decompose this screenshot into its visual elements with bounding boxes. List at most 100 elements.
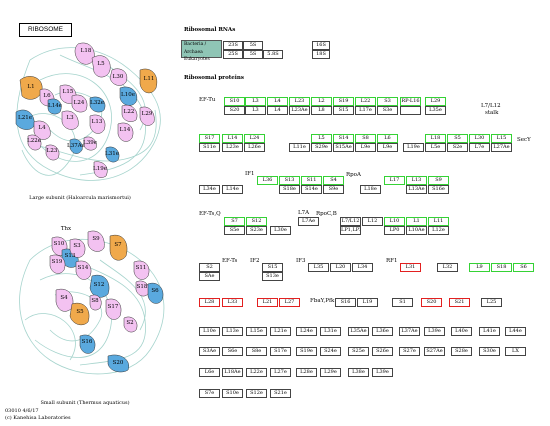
protein-box-s16e[interactable]: S16e [428, 185, 449, 194]
protein-box-l29e[interactable]: L29e [320, 368, 341, 377]
protein-box-s12e[interactable]: S12e [246, 389, 267, 398]
protein-box-l27[interactable]: L27 [279, 298, 300, 307]
protein-box-l5e[interactable]: L5e [425, 143, 446, 152]
protein-box-l31[interactable]: L31 [400, 263, 421, 272]
protein-box-lp1-lp2[interactable]: LP1,LP2 [340, 226, 361, 235]
protein-box-l30e[interactable]: L30e [270, 226, 291, 235]
protein-box-l15e[interactable]: L15e [246, 327, 267, 336]
protein-box-s21e[interactable]: S21e [270, 389, 291, 398]
protein-box-l25[interactable]: L25 [481, 298, 502, 307]
protein-box-l10[interactable]: L10 [384, 217, 405, 226]
protein-box-l14[interactable]: L14 [222, 134, 243, 143]
protein-box-l10ae[interactable]: L10Ae [406, 226, 427, 235]
protein-box-s2[interactable]: S2 [199, 263, 220, 272]
protein-box-s21[interactable]: S21 [449, 298, 470, 307]
protein-box-l18[interactable]: L18 [425, 134, 446, 143]
protein-box-l8[interactable]: L8 [311, 106, 332, 115]
protein-box-l26e[interactable]: L26e [244, 143, 265, 152]
protein-box-s6e[interactable]: S6e [222, 347, 243, 356]
protein-box-l13[interactable]: L13 [406, 176, 427, 185]
protein-box-l5[interactable]: L5 [311, 134, 332, 143]
protein-box-s8e[interactable]: S8e [246, 347, 267, 356]
protein-box-l10e[interactable]: L10e [199, 327, 220, 336]
protein-box-l18e[interactable]: L18e [360, 185, 381, 194]
protein-box-s23e[interactable]: S23e [246, 226, 267, 235]
protein-box-l19e[interactable]: L19e [403, 143, 424, 152]
protein-box-s3ae[interactable]: S3Ae [199, 347, 220, 356]
protein-box-s3e[interactable]: S3e [377, 106, 398, 115]
protein-box-s14e[interactable]: S14e [301, 185, 322, 194]
protein-box-s14[interactable]: S14 [333, 134, 354, 143]
protein-box-l20[interactable]: L20 [330, 263, 351, 272]
protein-box-s18e[interactable]: S18e [279, 185, 300, 194]
protein-box-l1[interactable]: L1 [406, 217, 427, 226]
protein-box-s27ae[interactable]: S27Ae [424, 347, 445, 356]
rna-5-8s[interactable]: 5.8S [263, 50, 283, 59]
protein-box-l36[interactable]: L36 [257, 176, 278, 185]
protein-box-l9[interactable]: L9 [469, 263, 490, 272]
protein-box-s30e[interactable]: S30e [479, 347, 500, 356]
protein-box-s15[interactable]: S15 [333, 106, 354, 115]
protein-box-s18[interactable]: S18 [491, 263, 512, 272]
protein-box-s28e[interactable]: S28e [451, 347, 472, 356]
protein-box-s29e[interactable]: S29e [311, 143, 332, 152]
protein-box-l22[interactable]: L22 [355, 97, 376, 106]
protein-box-s19e[interactable]: S19e [296, 347, 317, 356]
protein-box-s27e[interactable]: S27e [399, 347, 420, 356]
protein-box-l12e[interactable]: L12e [428, 226, 449, 235]
protein-box-s24e[interactable]: S24e [320, 347, 341, 356]
protein-box-s13[interactable]: S13 [279, 176, 300, 185]
protein-box-l34[interactable]: L34 [352, 263, 373, 272]
protein-box-l35e[interactable]: L35e [425, 106, 446, 115]
protein-box-l35[interactable]: L35 [308, 263, 329, 272]
protein-box-s8[interactable]: S8 [355, 134, 376, 143]
protein-box-s15ae[interactable]: S15Ae [333, 143, 354, 152]
protein-box-s20[interactable]: S20 [421, 298, 442, 307]
protein-box-s12[interactable]: S12 [246, 217, 267, 226]
protein-box-s2e[interactable]: S2e [447, 143, 468, 152]
protein-box-s7e[interactable]: S7e [199, 389, 220, 398]
protein-box-l9e[interactable]: L9e [377, 143, 398, 152]
protein-box-s11e[interactable]: S11e [199, 143, 220, 152]
rna-5s-bacterial[interactable]: 5S [243, 41, 263, 50]
protein-box-l23ae[interactable]: L23Ae [289, 106, 310, 115]
protein-box-s11[interactable]: S11 [301, 176, 322, 185]
protein-box-l37ae[interactable]: L37Ae [399, 327, 420, 336]
protein-box-l15[interactable]: L15 [491, 134, 512, 143]
protein-box-l31e[interactable]: L31e [320, 327, 341, 336]
protein-box-l11[interactable]: L11 [428, 217, 449, 226]
protein-box-l2[interactable]: L2 [311, 97, 332, 106]
protein-box-l29[interactable]: L29 [425, 97, 446, 106]
protein-box-l41e[interactable]: L41e [479, 327, 500, 336]
protein-box-l13e[interactable]: L13e [222, 327, 243, 336]
protein-box-l36e[interactable]: L36e [372, 327, 393, 336]
protein-box-s5[interactable]: S5 [447, 134, 468, 143]
protein-box-s19[interactable]: S19 [333, 97, 354, 106]
protein-box-l27e[interactable]: L27e [270, 368, 291, 377]
protein-box-s9[interactable]: S9 [428, 176, 449, 185]
protein-box-s16[interactable]: S16 [335, 298, 356, 307]
protein-box-l39e[interactable]: L39e [424, 327, 445, 336]
protein-box-s7[interactable]: S7 [224, 217, 245, 226]
protein-box-l44e[interactable]: L44e [505, 327, 526, 336]
protein-box-s17e[interactable]: S17e [270, 347, 291, 356]
protein-box-l28e[interactable]: L28e [296, 368, 317, 377]
protein-box-l7ae[interactable]: L7Ae [298, 217, 319, 226]
rna-16s[interactable]: 16S [312, 41, 330, 50]
protein-box-l23e[interactable]: L23e [222, 143, 243, 152]
protein-box-blank[interactable] [400, 106, 421, 115]
protein-box-l7e[interactable]: L7e [469, 143, 490, 152]
protein-box-s5e[interactable]: S5e [224, 226, 245, 235]
protein-box-l23[interactable]: L23 [289, 97, 310, 106]
protein-box-l21[interactable]: L21 [257, 298, 278, 307]
protein-box-l9e[interactable]: L9e [355, 143, 376, 152]
protein-box-s10[interactable]: S10 [224, 97, 245, 106]
protein-box-l3[interactable]: L3 [245, 97, 266, 106]
protein-box-l33[interactable]: L33 [222, 298, 243, 307]
protein-box-l4[interactable]: L4 [267, 106, 288, 115]
protein-box-s4[interactable]: S4 [323, 176, 344, 185]
protein-box-l27ae[interactable]: L27Ae [491, 143, 512, 152]
protein-box-l24[interactable]: L24 [244, 134, 265, 143]
protein-box-l11e[interactable]: L11e [289, 143, 310, 152]
protein-box-s13e[interactable]: S13e [262, 272, 283, 281]
